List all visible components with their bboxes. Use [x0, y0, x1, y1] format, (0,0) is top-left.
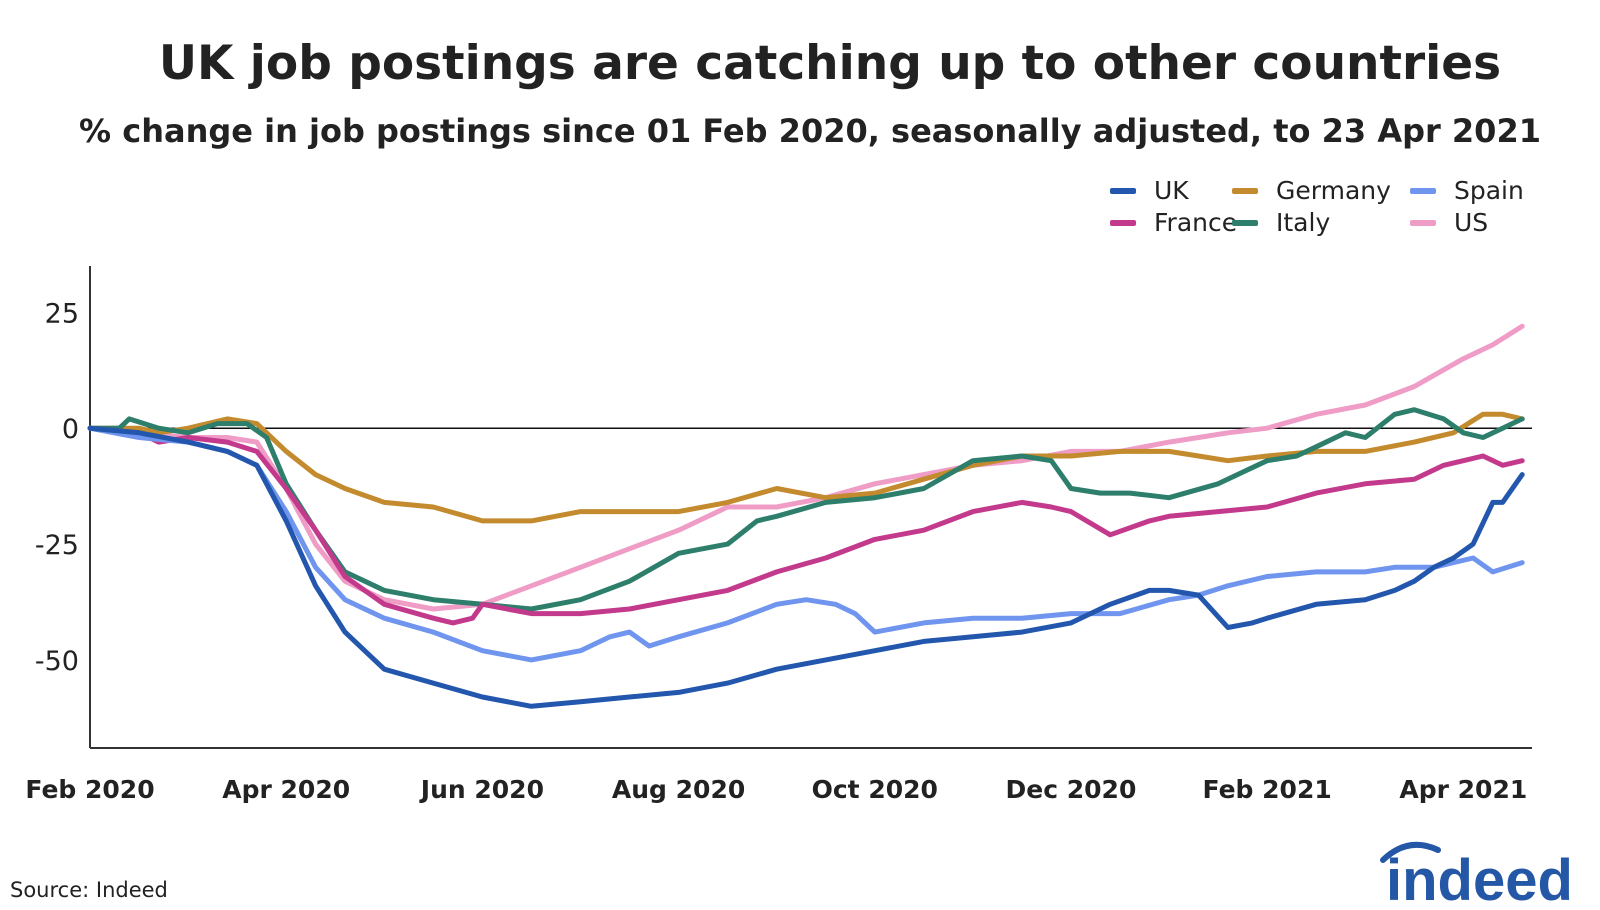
x-tick-label: Feb 2021: [1203, 775, 1332, 804]
legend-label-france: France: [1154, 208, 1238, 237]
legend-item-italy: Italy: [1232, 208, 1330, 237]
legend-swatch-uk: [1110, 187, 1136, 194]
logo-text: indeed: [1386, 848, 1573, 910]
x-tick-label: Oct 2020: [812, 775, 938, 804]
series-line-spain: [87, 425, 1525, 663]
x-tick-label: Jun 2020: [419, 775, 544, 804]
y-tick-label: 0: [62, 414, 79, 445]
x-tick-label: Apr 2021: [1399, 775, 1527, 804]
series-line-uk: [87, 425, 1525, 709]
legend-label-spain: Spain: [1454, 176, 1524, 205]
legend-item-france: France: [1110, 208, 1237, 237]
x-tick-label: Dec 2020: [1006, 775, 1137, 804]
series-line-italy: [87, 407, 1525, 612]
chart-title: UK job postings are catching up to other…: [158, 36, 1502, 91]
legend-label-germany: Germany: [1276, 176, 1391, 205]
x-tick-label: Feb 2020: [25, 775, 154, 804]
y-tick-label: -25: [35, 530, 79, 561]
legend-label-us: US: [1454, 208, 1489, 237]
logo-swoosh: [1380, 841, 1441, 863]
y-tick-label: -50: [35, 646, 79, 677]
y-tick-label: 25: [45, 298, 79, 329]
x-tick-label: Aug 2020: [612, 775, 745, 804]
source-note: Source: Indeed: [10, 878, 168, 902]
series-line-france: [87, 425, 1525, 626]
series-layer: [87, 323, 1525, 709]
legend-swatch-germany: [1232, 187, 1258, 194]
legend-swatch-italy: [1232, 219, 1258, 226]
legend-label-italy: Italy: [1276, 208, 1331, 237]
series-line-us: [87, 323, 1525, 612]
legend-swatch-france: [1110, 219, 1136, 226]
x-tick-label: Apr 2020: [222, 775, 350, 804]
legend-swatch-us: [1410, 219, 1436, 226]
chart-subtitle: % change in job postings since 01 Feb 20…: [79, 112, 1541, 150]
legend-swatch-spain: [1410, 187, 1436, 194]
legend-item-uk: UK: [1110, 176, 1189, 205]
legend-item-us: US: [1410, 208, 1488, 237]
series-line-germany: [87, 411, 1525, 524]
legend-label-uk: UK: [1154, 176, 1189, 205]
legend: UK France Germany Italy Spain US: [1110, 176, 1590, 246]
chart-axes: [89, 266, 1532, 749]
legend-item-spain: Spain: [1410, 176, 1524, 205]
legend-item-germany: Germany: [1232, 176, 1391, 205]
indeed-logo: indeed: [1380, 841, 1573, 910]
tick-labels: 25 0 -25 -50 Feb 2020 Apr 2020 Jun 2020 Aug 202…: [25, 298, 1527, 804]
